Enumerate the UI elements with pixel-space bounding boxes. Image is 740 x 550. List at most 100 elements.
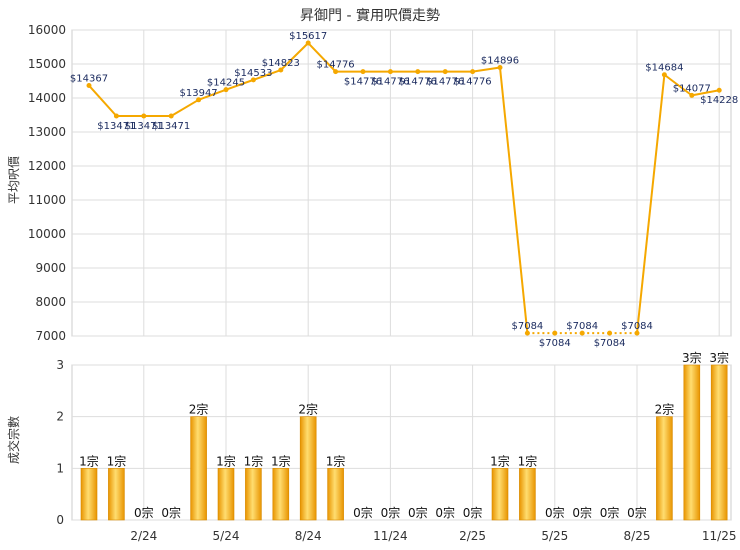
price-point — [305, 40, 311, 46]
count-y-tick-label: 2 — [56, 410, 64, 424]
chart-title: 昇御門 - 實用呎價走勢 — [300, 7, 440, 24]
price-data-label: $13471 — [125, 121, 163, 132]
price-data-label: $14776 — [454, 77, 492, 88]
x-tick-label: 5/25 — [541, 529, 568, 543]
price-data-label: $15617 — [289, 31, 327, 42]
price-point — [278, 67, 284, 73]
price-data-label: $14367 — [70, 74, 108, 85]
price-data-label: $14776 — [371, 77, 409, 88]
price-point — [333, 69, 339, 75]
x-tick-label: 2/25 — [459, 529, 486, 543]
price-point — [86, 83, 92, 89]
price-point — [250, 77, 256, 83]
count-bar-label: 1宗 — [271, 453, 291, 468]
price-line-segment — [663, 73, 693, 97]
count-bar-label: 0宗 — [435, 505, 455, 520]
price-point — [579, 330, 585, 336]
price-y-tick-label: 13000 — [28, 125, 66, 139]
price-point — [387, 69, 393, 75]
count-bar-label: 0宗 — [353, 505, 373, 520]
count-bar-label: 0宗 — [134, 505, 154, 520]
price-point — [141, 113, 147, 119]
count-bar-label: 1宗 — [216, 453, 236, 468]
price-data-label: $14776 — [399, 77, 437, 88]
count-bar-label: 1宗 — [490, 453, 510, 468]
count-bar-label: 0宗 — [627, 505, 647, 520]
count-bar-label: 0宗 — [545, 505, 565, 520]
price-line-segment — [472, 66, 501, 73]
price-line-segment — [225, 78, 254, 91]
price-point — [442, 69, 448, 75]
price-y-tick-label: 14000 — [28, 91, 66, 105]
count-bar-label: 2宗 — [298, 402, 318, 417]
price-line-segment — [198, 88, 227, 101]
price-data-label: $7084 — [566, 321, 598, 332]
price-line-segment — [280, 42, 309, 71]
price-y-tick-label: 9000 — [35, 261, 66, 275]
price-data-label: $13471 — [97, 121, 135, 132]
count-bar — [519, 468, 536, 521]
price-y-tick-label: 15000 — [28, 57, 66, 71]
price-data-label: $14823 — [262, 58, 300, 69]
price-point — [689, 92, 695, 98]
count-bar-label: 3宗 — [682, 350, 702, 365]
price-y-axis-label: 平均呎價 — [7, 156, 21, 204]
count-bar — [683, 364, 701, 521]
price-data-label: $14776 — [317, 60, 355, 71]
count-bar-label: 1宗 — [79, 453, 99, 468]
price-point — [196, 97, 202, 103]
count-bar-label: 3宗 — [709, 350, 729, 365]
price-data-label: $7084 — [539, 338, 571, 349]
x-tick-label: 5/24 — [213, 529, 240, 543]
price-point — [661, 72, 667, 78]
x-tick-label: 11/24 — [373, 529, 408, 543]
price-point — [113, 113, 119, 119]
price-line-segment — [307, 42, 337, 73]
count-y-tick-label: 0 — [56, 513, 64, 527]
count-plot-frame — [71, 364, 732, 521]
count-bar — [710, 364, 728, 521]
price-data-label: $14776 — [344, 77, 382, 88]
price-line-segment — [691, 89, 720, 97]
price-data-label: $13947 — [180, 88, 218, 99]
price-point — [470, 69, 476, 75]
x-tick-label: 2/24 — [130, 529, 157, 543]
price-data-label: $14776 — [426, 77, 464, 88]
price-point — [634, 330, 640, 336]
count-y-tick-label: 1 — [56, 461, 64, 475]
count-bar-label: 2宗 — [189, 402, 209, 417]
count-bar-label: 0宗 — [408, 505, 428, 520]
price-point — [716, 87, 722, 93]
count-bar-label: 0宗 — [572, 505, 592, 520]
price-y-tick-label: 12000 — [28, 159, 66, 173]
price-line-segment — [636, 74, 666, 334]
price-point — [168, 113, 174, 119]
price-point — [223, 87, 229, 93]
count-bar — [299, 416, 317, 521]
x-tick-label: 11/25 — [702, 529, 737, 543]
count-bar — [190, 416, 207, 521]
price-data-label: $7084 — [621, 321, 653, 332]
price-data-label: $14684 — [645, 63, 683, 74]
price-y-tick-label: 10000 — [28, 227, 66, 241]
price-line-segment — [499, 67, 529, 334]
price-data-label: $14896 — [481, 56, 519, 67]
price-point — [607, 330, 613, 336]
price-data-label: $14245 — [207, 78, 245, 89]
count-bar — [272, 468, 290, 521]
count-y-axis-label: 成交宗數 — [6, 416, 21, 464]
x-tick-label: 8/25 — [624, 529, 651, 543]
price-y-tick-label: 11000 — [28, 193, 66, 207]
count-y-tick-label: 3 — [56, 358, 64, 372]
count-bar — [327, 468, 344, 521]
count-bar-label: 0宗 — [600, 505, 620, 520]
count-bar — [217, 468, 235, 521]
count-bar-label: 1宗 — [518, 453, 538, 468]
price-y-tick-label: 8000 — [35, 295, 66, 309]
price-point — [360, 69, 366, 75]
price-line-segment — [88, 84, 118, 117]
count-bar-label: 0宗 — [161, 505, 181, 520]
x-tick-label: 8/24 — [295, 529, 322, 543]
price-line-segment — [170, 98, 200, 117]
